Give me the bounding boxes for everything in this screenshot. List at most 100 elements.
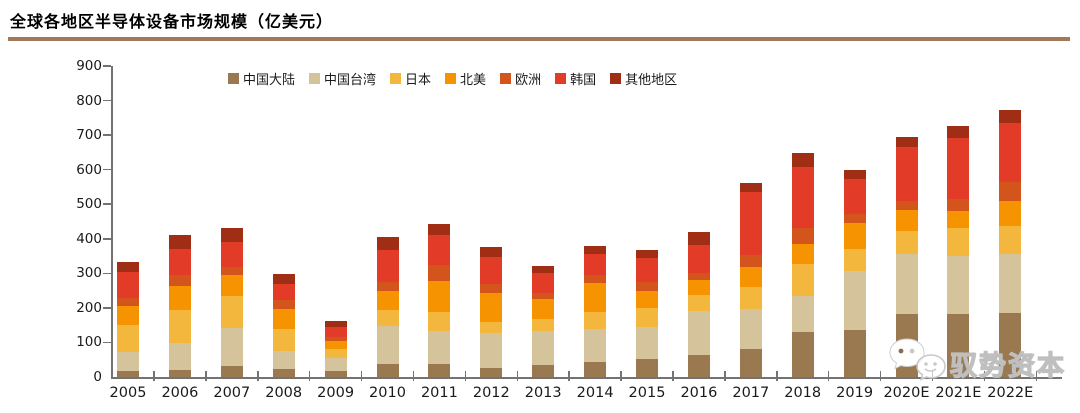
bar-segment-中国大陆 [117,371,139,377]
bar-2017 [739,182,762,377]
bar-segment-其他地区 [739,182,762,193]
x-tick-mark [412,371,415,381]
bar-segment-中国大陆 [947,313,970,377]
bar-segment-其他地区 [895,137,918,148]
x-tick-mark [257,371,259,381]
bar-segment-欧洲 [168,275,191,286]
bar-segment-中国大陆 [687,354,710,377]
bar-segment-中国大陆 [636,359,658,377]
y-axis-label: 200 [76,299,102,316]
legend-item-北美: 北美 [445,69,486,88]
x-axis-label: 2010 [369,385,406,401]
legend-item-欧洲: 欧洲 [500,69,541,88]
x-axis-label: 2006 [161,385,199,401]
bar-segment-其他地区 [117,261,139,272]
bar-segment-中国台湾 [168,343,191,371]
bar-2009 [324,321,347,377]
bar-segment-中国台湾 [947,255,970,314]
bar-segment-中国大陆 [376,364,399,377]
bar-segment-欧洲 [791,228,814,244]
bar-segment-中国大陆 [532,365,555,377]
bar-segment-中国台湾 [791,296,814,332]
x-tick-mark [931,371,934,381]
bar-segment-中国台湾 [999,253,1022,314]
bar-segment-其他地区 [947,125,970,138]
x-tick-mark [516,371,518,381]
bar-2016 [687,231,710,377]
bar-segment-北美 [791,243,814,264]
bar-segment-日本 [584,312,607,329]
y-tick-mark [103,307,111,309]
bar-segment-韩国 [532,273,555,293]
bar-2008 [272,274,295,377]
bar-segment-日本 [636,307,658,328]
y-tick-mark [103,341,111,344]
bar-segment-韩国 [324,326,347,337]
y-axis-label: 0 [93,369,102,385]
bar-segment-其他地区 [376,237,399,251]
bar-segment-日本 [999,225,1022,254]
legend-swatch-icon [390,73,402,84]
bar-segment-北美 [687,279,710,296]
bar-segment-日本 [843,249,866,272]
bar-segment-其他地区 [791,153,814,168]
bar-segment-其他地区 [584,245,607,254]
bar-2020E [895,137,918,377]
bar-segment-欧洲 [272,300,295,309]
bar-segment-中国台湾 [584,328,607,362]
x-axis-label: 2012 [472,385,510,401]
bar-segment-韩国 [739,192,762,255]
bar-segment-日本 [947,227,970,256]
bar-segment-韩国 [999,123,1022,183]
y-axis-label: 700 [76,127,102,144]
bar-segment-其他地区 [428,223,451,235]
bar-segment-欧洲 [117,297,139,306]
x-axis-label: 2014 [576,385,614,401]
bar-segment-中国台湾 [687,311,710,355]
bar-segment-欧洲 [843,213,866,223]
bar-2012 [480,247,503,377]
bar-segment-日本 [220,296,243,328]
legend-swatch-icon [555,73,567,84]
bar-segment-日本 [791,263,814,297]
x-axis-line [111,377,1062,379]
x-axis-label: 2011 [420,385,458,401]
x-axis-label: 2017 [732,385,770,401]
x-axis-label: 2007 [213,385,251,401]
bar-segment-中国大陆 [791,331,814,377]
bar-segment-中国大陆 [739,348,762,377]
x-tick-mark [464,371,467,381]
bar-segment-欧洲 [480,283,503,293]
bar-segment-中国台湾 [532,330,555,366]
bar-segment-韩国 [272,284,295,301]
bar-segment-欧洲 [376,281,399,291]
bar-segment-韩国 [117,271,139,298]
bar-segment-其他地区 [687,231,710,246]
x-tick-mark [153,371,155,381]
bar-segment-中国台湾 [272,351,295,370]
bar-segment-中国台湾 [895,253,918,315]
y-tick-mark [103,99,111,102]
y-axis-label: 600 [76,161,102,178]
x-tick-mark [672,371,674,381]
bar-2015 [636,249,658,377]
x-axis-label: 2013 [524,385,562,401]
bar-segment-韩国 [687,245,710,273]
bar-segment-中国台湾 [636,327,658,360]
x-tick-mark [308,371,311,381]
bar-segment-北美 [272,308,295,329]
legend-swatch-icon [610,73,622,84]
legend-label: 中国台湾 [324,73,377,88]
bar-segment-北美 [168,285,191,311]
bar-2007 [220,228,243,377]
bar-segment-其他地区 [272,274,295,285]
bar-segment-北美 [117,305,139,325]
x-axis-label: 2022E [987,385,1034,401]
bar-segment-北美 [428,281,451,312]
bar-segment-韩国 [428,234,451,266]
bar-segment-中国大陆 [428,364,451,377]
bar-segment-日本 [324,349,347,359]
x-tick-mark [776,371,778,381]
bar-segment-其他地区 [220,228,243,242]
x-axis-label: 2008 [265,385,303,401]
